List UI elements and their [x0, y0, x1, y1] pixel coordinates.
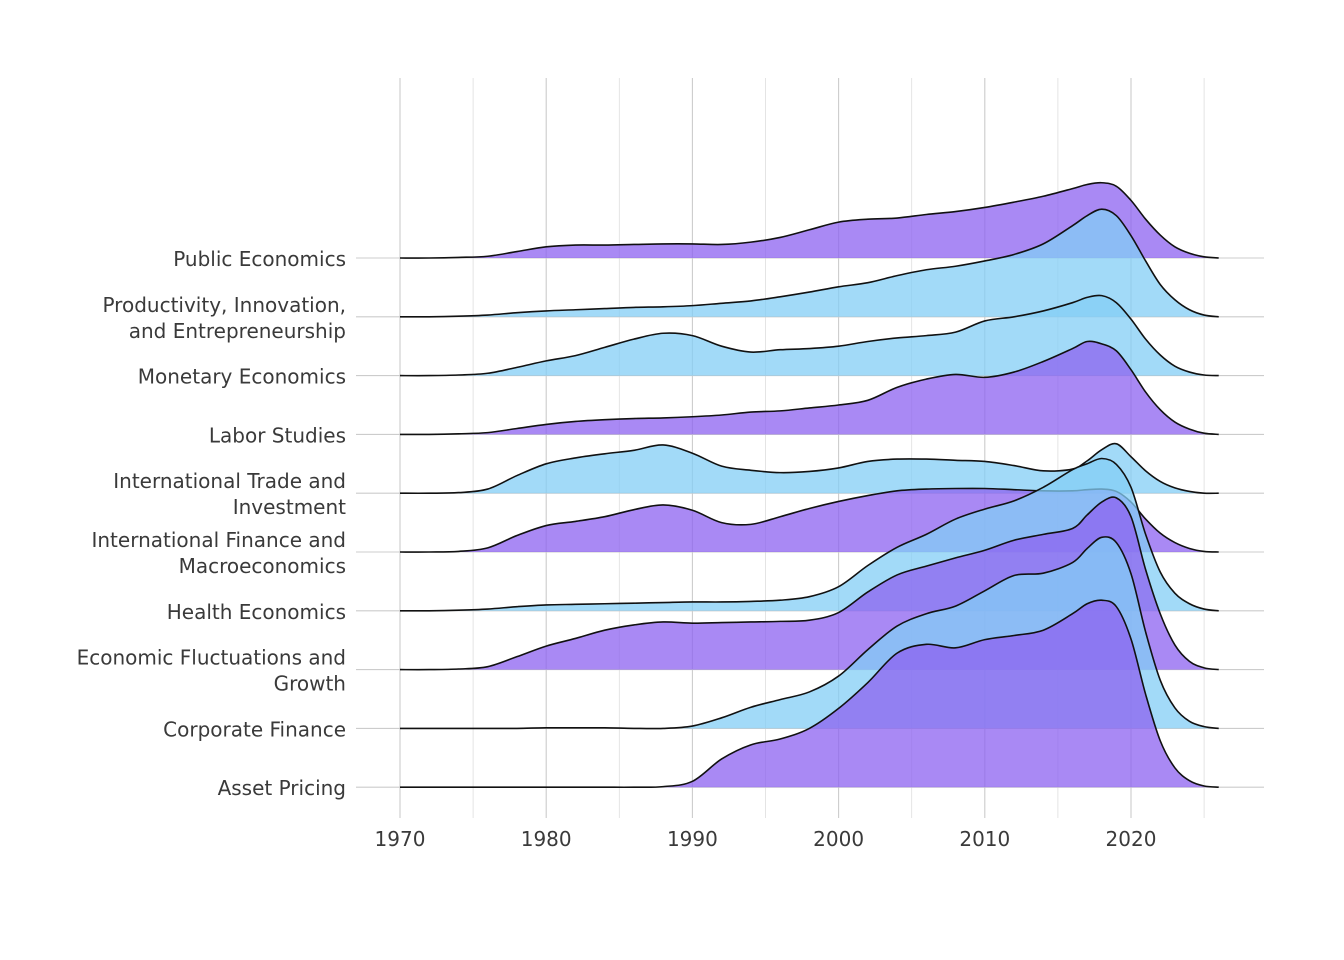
- category-label: Economic Fluctuations and: [77, 646, 346, 670]
- ridge-area: [400, 182, 1219, 259]
- ridge-area: [400, 443, 1219, 494]
- ridge-area: [400, 600, 1219, 788]
- ridge-outline: [399, 208, 1219, 318]
- category-label: Public Economics: [173, 247, 346, 271]
- ridge-public-economics: [399, 181, 1219, 259]
- x-tick-label: 1990: [667, 827, 718, 851]
- x-tick-label: 2000: [813, 827, 864, 851]
- x-tick-label: 2020: [1106, 827, 1157, 851]
- ridge-productivity-innovation-and-entrepreneurship: [399, 208, 1219, 318]
- ridge-international-trade-and-investment: [399, 442, 1219, 495]
- ridge-area: [400, 341, 1219, 435]
- ridge-outline: [399, 340, 1219, 436]
- category-label: International Finance and: [91, 528, 346, 552]
- category-label: Macroeconomics: [179, 554, 346, 578]
- category-label: and Entrepreneurship: [129, 319, 346, 343]
- ridge-asset-pricing: [399, 599, 1219, 789]
- ridge-area: [400, 295, 1219, 376]
- ridge-monetary-economics: [399, 294, 1219, 377]
- category-label: Investment: [233, 495, 346, 519]
- ridge-outline: [399, 457, 1219, 612]
- category-labels: Public Economics Productivity, Innovation…: [77, 247, 347, 800]
- ridge-outline: [399, 599, 1219, 789]
- category-label: Labor Studies: [209, 423, 346, 447]
- category-label: Monetary Economics: [138, 365, 346, 389]
- ridge-outline: [399, 442, 1219, 495]
- x-tick-label: 1970: [375, 827, 426, 851]
- category-label: Growth: [274, 672, 346, 696]
- x-axis-tick-labels: 1970 1980 1990 2000 2010 2020: [375, 827, 1157, 851]
- ridges-layer: [399, 181, 1219, 789]
- category-label: International Trade and: [113, 469, 346, 493]
- category-label: Asset Pricing: [218, 776, 346, 800]
- category-label: Corporate Finance: [163, 717, 346, 741]
- category-label: Health Economics: [167, 600, 346, 624]
- category-label: Productivity, Innovation,: [102, 293, 346, 317]
- ridge-outline: [400, 536, 1219, 730]
- x-tick-label: 1980: [521, 827, 572, 851]
- ridge-outline: [399, 294, 1219, 377]
- ridge-area: [400, 209, 1219, 317]
- ridge-labor-studies: [399, 340, 1219, 436]
- x-tick-label: 2010: [959, 827, 1010, 851]
- ridge-outline: [399, 496, 1219, 671]
- ridge-outline: [399, 181, 1219, 259]
